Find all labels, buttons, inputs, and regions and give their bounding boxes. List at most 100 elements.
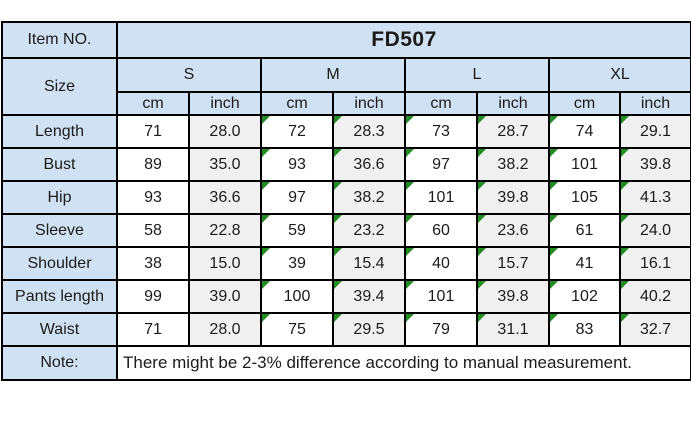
measurement-value: 32.7	[639, 320, 672, 338]
unit-header: cm	[548, 91, 621, 116]
note-label: Note:	[1, 345, 118, 381]
green-triangle-icon	[479, 315, 486, 322]
green-triangle-icon	[407, 150, 414, 157]
green-triangle-icon	[479, 282, 486, 289]
green-triangle-icon	[263, 117, 270, 124]
measurement-cell: 15.7	[476, 246, 550, 281]
measurement-cell: 89	[116, 147, 190, 182]
table-row-sizes: Size S M L XL	[1, 57, 691, 116]
measurement-value: 28.3	[353, 122, 385, 140]
measurement-value: 29.5	[353, 320, 385, 338]
measurement-cell: 75	[260, 312, 334, 347]
green-triangle-icon	[335, 150, 342, 157]
row-label: Bust	[1, 147, 118, 182]
measurement-cell: 102	[548, 279, 621, 314]
measurement-value: 23.2	[353, 221, 385, 239]
measurement-cell: 39.8	[476, 279, 550, 314]
row-label: Waist	[1, 312, 118, 347]
measurement-cell: 24.0	[618, 213, 691, 248]
measurement-value: 79	[432, 320, 450, 338]
row-label: Hip	[1, 180, 118, 215]
green-triangle-icon	[263, 216, 270, 223]
measurement-cell: 29.1	[618, 114, 691, 149]
measurement-cell: 41.3	[618, 180, 691, 215]
measurement-value: 101	[427, 287, 455, 305]
measurement-cell: 101	[404, 180, 478, 215]
measurement-value: 36.6	[353, 155, 385, 173]
measurement-cell: 22.8	[188, 213, 262, 248]
measurement-cell: 28.0	[188, 114, 262, 149]
measurement-value: 93	[288, 155, 306, 173]
measurement-value: 35.0	[209, 155, 241, 173]
green-triangle-icon	[622, 216, 629, 223]
table-row-note: Note: There might be 2-3% difference acc…	[1, 345, 691, 381]
green-triangle-icon	[335, 216, 342, 223]
measurement-cell: 73	[404, 114, 478, 149]
measurement-value: 23.6	[497, 221, 529, 239]
green-triangle-icon	[407, 216, 414, 223]
measurement-value: 28.0	[209, 122, 241, 140]
green-triangle-icon	[263, 150, 270, 157]
unit-header: inch	[476, 91, 550, 116]
measurement-value: 28.7	[497, 122, 529, 140]
measurement-cell: 16.1	[618, 246, 691, 281]
measurement-cell: 58	[116, 213, 190, 248]
table-row-pants-length: Pants length 99 39.0 100 39.4 101 39.8 1…	[1, 279, 691, 314]
green-triangle-icon	[263, 249, 270, 256]
measurement-cell: 71	[116, 312, 190, 347]
item-no-value: FD507	[115, 21, 691, 59]
measurement-cell: 105	[548, 180, 621, 215]
table-row-waist: Waist 71 28.0 75 29.5 79 31.1 83 32.7	[1, 312, 691, 347]
measurement-value: 31.1	[497, 320, 529, 338]
measurement-cell: 29.5	[332, 312, 406, 347]
measurement-value: 102	[571, 287, 598, 305]
green-triangle-icon	[407, 315, 414, 322]
green-triangle-icon	[479, 249, 486, 256]
measurement-value: 39.8	[497, 287, 529, 305]
measurement-value: 74	[575, 122, 594, 140]
row-label: Pants length	[1, 279, 118, 314]
measurement-value: 61	[575, 221, 594, 239]
green-triangle-icon	[263, 282, 270, 289]
measurement-value: 58	[144, 221, 162, 239]
measurement-value: 75	[288, 320, 306, 338]
table-row-units: cm inch cm inch cm inch cm inch	[2, 91, 691, 116]
note-text: There might be 2-3% difference according…	[115, 345, 691, 381]
green-triangle-icon	[407, 249, 414, 256]
measurement-value: 40	[432, 254, 450, 272]
measurement-value: 39.4	[353, 287, 385, 305]
measurement-cell: 38	[116, 246, 190, 281]
measurement-cell: 101	[404, 279, 478, 314]
green-triangle-icon	[622, 249, 629, 256]
measurement-cell: 101	[548, 147, 621, 182]
green-triangle-icon	[551, 150, 558, 157]
measurement-value: 72	[288, 122, 306, 140]
table-row-bust: Bust 89 35.0 93 36.6 97 38.2 101 39.8	[1, 147, 691, 182]
measurement-cell: 61	[548, 213, 621, 248]
measurement-cell: 99	[116, 279, 190, 314]
measurement-value: 39	[288, 254, 306, 272]
green-triangle-icon	[479, 216, 486, 223]
unit-header: inch	[332, 91, 406, 116]
measurement-value: 71	[144, 320, 162, 338]
measurement-cell: 38.2	[332, 180, 406, 215]
green-triangle-icon	[551, 315, 558, 322]
measurement-cell: 97	[260, 180, 334, 215]
green-triangle-icon	[335, 183, 342, 190]
measurement-cell: 40.2	[618, 279, 691, 314]
measurement-cell: 15.4	[332, 246, 406, 281]
green-triangle-icon	[551, 117, 558, 124]
measurement-value: 41	[575, 254, 594, 272]
measurement-cell: 39	[260, 246, 334, 281]
green-triangle-icon	[479, 183, 486, 190]
green-triangle-icon	[622, 282, 629, 289]
table-row-sleeve: Sleeve 58 22.8 59 23.2 60 23.6 61 24.0	[1, 213, 691, 248]
measurement-cell: 40	[404, 246, 478, 281]
green-triangle-icon	[407, 282, 414, 289]
measurement-cell: 100	[260, 279, 334, 314]
green-triangle-icon	[407, 183, 414, 190]
green-triangle-icon	[407, 117, 414, 124]
row-label: Length	[1, 114, 118, 149]
green-triangle-icon	[551, 249, 558, 256]
row-label: Shoulder	[1, 246, 118, 281]
